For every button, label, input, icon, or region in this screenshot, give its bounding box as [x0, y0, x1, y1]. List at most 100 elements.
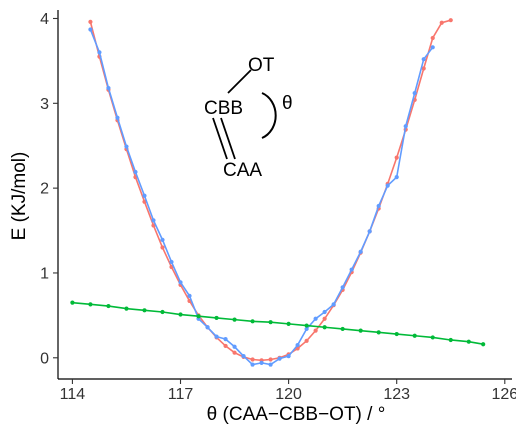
series-line-2 [72, 301, 484, 346]
data-point [367, 229, 372, 234]
data-point [268, 362, 273, 367]
data-point [97, 50, 102, 55]
data-point [466, 339, 471, 344]
data-point [241, 354, 246, 359]
data-point [223, 337, 228, 342]
x-tick-label: 120 [275, 386, 302, 403]
data-point [376, 203, 381, 209]
data-point [322, 316, 327, 321]
data-point [286, 321, 291, 326]
data-point [214, 334, 219, 339]
data-point [313, 316, 318, 321]
data-point [439, 20, 444, 25]
angle-arc [261, 92, 277, 139]
data-point [196, 314, 201, 319]
data-point [124, 144, 129, 149]
y-tick-label: 0 [40, 350, 49, 367]
atom-label-caa: CAA [223, 160, 262, 181]
data-point [304, 326, 309, 332]
bond-cbb-ot [227, 69, 252, 94]
atom-label-ot: OT [248, 55, 275, 76]
data-point [412, 333, 417, 338]
data-point [481, 342, 486, 347]
data-point [133, 169, 138, 175]
data-point [142, 193, 147, 198]
data-point [430, 335, 435, 340]
data-point [304, 323, 309, 328]
data-point [178, 312, 183, 317]
x-tick-label: 117 [168, 386, 194, 403]
data-point [250, 357, 255, 362]
data-point [142, 308, 147, 313]
series-1 [88, 27, 435, 367]
data-point [394, 155, 399, 160]
data-point [106, 303, 111, 309]
data-point [70, 300, 75, 305]
data-point [232, 344, 237, 349]
data-point [187, 293, 192, 298]
data-point [277, 356, 282, 361]
data-point [259, 360, 264, 365]
data-point [88, 27, 93, 32]
x-tick-label: 123 [383, 386, 410, 403]
data-point [412, 91, 417, 96]
data-point [430, 45, 435, 50]
data-point [115, 115, 120, 120]
data-point [358, 328, 363, 333]
data-point [322, 309, 327, 315]
data-point [313, 328, 318, 333]
x-tick-label: 114 [60, 386, 86, 403]
data-point [232, 350, 237, 355]
data-point [430, 35, 435, 41]
y-tick-label: 1 [40, 265, 49, 282]
data-point [358, 249, 363, 254]
data-point [169, 259, 174, 265]
data-point [403, 124, 408, 129]
data-point [160, 245, 165, 250]
series-2 [70, 300, 486, 347]
data-point [340, 326, 345, 332]
y-tick-label: 2 [40, 181, 49, 198]
data-point [232, 317, 237, 322]
y-axis-title: E (KJ/mol) [9, 152, 30, 241]
data-point [394, 331, 399, 337]
molecule-diagram: OT CBB CAA θ [204, 55, 293, 181]
x-tick-label: 126 [491, 386, 516, 403]
data-point [295, 342, 300, 348]
double-bond-line-2 [220, 117, 236, 160]
data-point [160, 237, 165, 242]
y-tick-label: 4 [40, 11, 49, 28]
data-point [268, 357, 273, 362]
data-point [124, 306, 129, 311]
data-point [349, 267, 354, 272]
data-point [448, 18, 453, 23]
data-point [160, 309, 165, 315]
plot-area [70, 18, 486, 367]
series-line-1 [89, 29, 434, 366]
data-point [151, 218, 156, 223]
data-point [268, 320, 273, 325]
data-point [178, 280, 183, 285]
data-point [88, 19, 93, 24]
data-point [286, 354, 291, 359]
data-point [394, 175, 399, 180]
x-axis-title: θ (CAA−CBB−OT) / ° [207, 404, 386, 425]
data-point [304, 338, 309, 343]
data-point [385, 183, 390, 188]
data-point [421, 57, 426, 62]
atom-label-cbb: CBB [204, 98, 243, 119]
y-tick-label: 3 [40, 96, 49, 113]
angle-label: θ [282, 93, 293, 114]
data-point [205, 325, 210, 330]
data-point [106, 85, 111, 91]
data-point [376, 330, 381, 335]
data-point [214, 315, 219, 321]
data-point [88, 302, 93, 307]
data-point [322, 325, 327, 330]
data-point [448, 337, 453, 343]
data-point [421, 66, 426, 71]
data-point [250, 319, 255, 324]
data-point [223, 343, 228, 349]
